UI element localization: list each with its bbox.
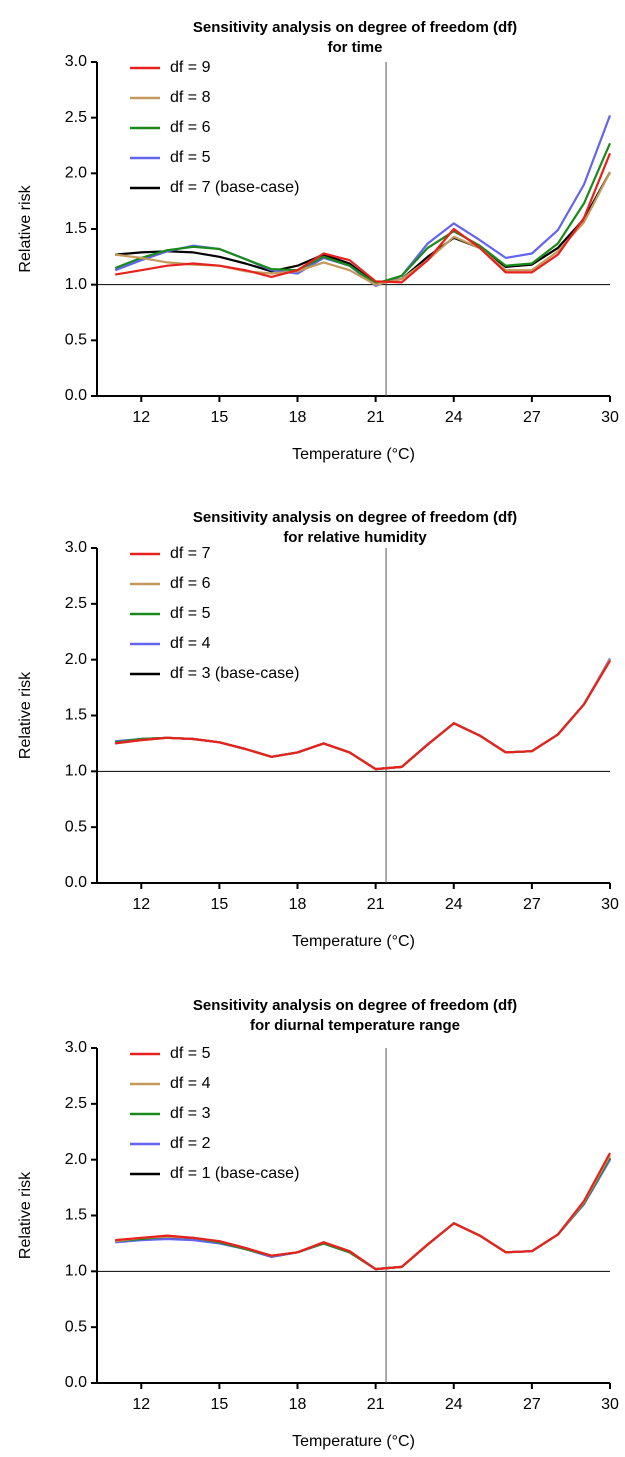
y-tick-label: 0.5 (65, 818, 87, 835)
x-tick-label: 24 (445, 409, 463, 426)
x-tick-label: 27 (523, 409, 541, 426)
y-tick-label: 3.0 (65, 539, 87, 556)
chart-title: Sensitivity analysis on degree of freedo… (193, 19, 517, 36)
y-axis-label: Relative risk (17, 1171, 34, 1259)
legend-label: df = 6 (170, 575, 211, 592)
series-line (114, 142, 612, 285)
y-tick-label: 2.5 (65, 109, 87, 126)
chart-title: for diurnal temperature range (250, 1017, 460, 1034)
legend-label: df = 6 (170, 119, 211, 136)
chart-title: Sensitivity analysis on degree of freedo… (193, 997, 517, 1014)
y-tick-label: 1.0 (65, 276, 87, 293)
x-tick-label: 15 (210, 409, 228, 426)
series-line (115, 152, 612, 284)
x-tick-label: 12 (132, 409, 150, 426)
x-tick-label: 15 (210, 896, 228, 913)
y-tick-label: 2.0 (65, 1151, 87, 1168)
y-axis-label: Relative risk (17, 671, 34, 759)
y-tick-label: 0.5 (65, 1318, 87, 1335)
legend-label: df = 8 (170, 89, 211, 106)
x-axis-label: Temperature (°C) (292, 1433, 415, 1450)
x-tick-label: 21 (367, 409, 385, 426)
y-tick-label: 0.5 (65, 332, 87, 349)
legend-label: df = 5 (170, 149, 211, 166)
y-tick-label: 1.5 (65, 220, 87, 237)
y-tick-label: 3.0 (65, 1039, 87, 1056)
x-tick-label: 15 (210, 1396, 228, 1413)
chart-title: for relative humidity (283, 529, 427, 546)
x-tick-label: 24 (445, 896, 463, 913)
x-tick-label: 18 (289, 1396, 307, 1413)
y-tick-label: 1.0 (65, 1263, 87, 1280)
y-tick-label: 0.0 (65, 1374, 87, 1391)
y-tick-label: 2.5 (65, 1095, 87, 1112)
x-axis-label: Temperature (°C) (292, 933, 415, 950)
legend-label: df = 3 (170, 1105, 211, 1122)
x-tick-label: 18 (289, 896, 307, 913)
x-tick-label: 27 (523, 1396, 541, 1413)
x-tick-label: 12 (132, 896, 150, 913)
x-tick-label: 27 (523, 896, 541, 913)
legend-label: df = 3 (base-case) (170, 665, 299, 682)
y-tick-label: 2.5 (65, 595, 87, 612)
x-tick-label: 18 (289, 409, 307, 426)
y-tick-label: 1.5 (65, 1207, 87, 1224)
chart-title: Sensitivity analysis on degree of freedo… (193, 509, 517, 526)
series-line (115, 660, 611, 771)
y-tick-label: 0.0 (65, 874, 87, 891)
legend-label: df = 7 (base-case) (170, 179, 299, 196)
legend-label: df = 5 (170, 605, 211, 622)
chart-title: for time (327, 39, 382, 56)
y-tick-label: 2.0 (65, 651, 87, 668)
y-tick-label: 1.0 (65, 763, 87, 780)
x-tick-label: 21 (367, 1396, 385, 1413)
x-tick-label: 30 (601, 1396, 619, 1413)
legend-label: df = 9 (170, 59, 211, 76)
legend-label: df = 5 (170, 1045, 211, 1062)
legend-label: df = 4 (170, 635, 211, 652)
y-tick-label: 0.0 (65, 387, 87, 404)
x-tick-label: 24 (445, 1396, 463, 1413)
y-axis-label: Relative risk (17, 184, 34, 272)
x-tick-label: 21 (367, 896, 385, 913)
y-tick-label: 2.0 (65, 165, 87, 182)
legend-label: df = 7 (170, 545, 211, 562)
series-line (115, 1152, 611, 1271)
x-tick-label: 12 (132, 1396, 150, 1413)
legend-label: df = 4 (170, 1075, 211, 1092)
x-axis-label: Temperature (°C) (292, 446, 415, 463)
x-tick-label: 30 (601, 896, 619, 913)
legend-label: df = 1 (base-case) (170, 1165, 299, 1182)
y-tick-label: 3.0 (65, 53, 87, 70)
y-tick-label: 1.5 (65, 707, 87, 724)
legend-label: df = 2 (170, 1135, 211, 1152)
x-tick-label: 30 (601, 409, 619, 426)
